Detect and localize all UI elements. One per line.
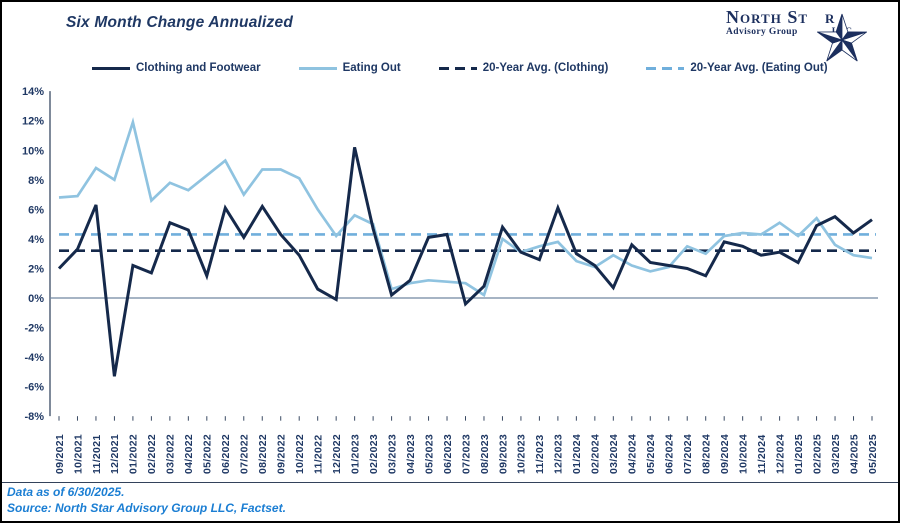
footer-source: Source: North Star Advisory Group LLC, F… (7, 501, 286, 515)
legend-swatch-eating-out (298, 66, 337, 70)
x-tick-label: 07/2024 (682, 434, 694, 474)
x-tick-label: 05/2025 (867, 434, 879, 474)
x-tick-label: 06/2022 (220, 434, 232, 474)
legend-item-avg-eating-out: 20-Year Avg. (Eating Out) (646, 62, 828, 74)
legend-item-avg-clothing: 20-Year Avg. (Clothing) (438, 62, 609, 74)
x-tick-label: 08/2024 (701, 434, 713, 474)
x-tick-label: 10/2023 (516, 434, 528, 474)
x-tick-label: 11/2021 (91, 435, 103, 474)
y-tick-label: 10% (22, 145, 44, 157)
x-tick-label: 03/2024 (608, 434, 620, 474)
chart-footer: Data as of 6/30/2025. Source: North Star… (2, 482, 898, 521)
x-tick-label: 08/2023 (479, 434, 491, 474)
logo-name: North St r (726, 7, 888, 28)
x-tick-label: 12/2023 (553, 434, 565, 474)
x-tick-label: 02/2024 (590, 434, 602, 474)
legend-label-avg-clothing: 20-Year Avg. (Clothing) (482, 62, 609, 74)
y-tick-label: 4% (28, 234, 44, 246)
x-tick-label: 03/2025 (830, 434, 842, 474)
x-tick-label: 04/2023 (405, 434, 417, 474)
y-tick-label: -8% (24, 411, 44, 423)
x-tick-label: 05/2023 (423, 434, 435, 474)
x-tick-label: 10/2021 (72, 434, 84, 474)
x-tick-label: 01/2025 (793, 434, 805, 474)
y-tick-label: 8% (28, 175, 44, 187)
legend-label-avg-eating-out: 20-Year Avg. (Eating Out) (690, 62, 828, 74)
legend-label-clothing: Clothing and Footwear (136, 62, 261, 74)
x-tick-label: 09/2023 (497, 434, 509, 474)
x-tick-label: 12/2024 (774, 434, 786, 474)
x-tick-label: 04/2025 (848, 434, 860, 474)
y-tick-label: 0% (28, 293, 44, 305)
series-line-clothing (57, 146, 873, 377)
x-tick-label: 02/2023 (368, 434, 380, 474)
x-tick-label: 12/2022 (331, 434, 343, 474)
legend-item-eating-out: Eating Out (298, 62, 401, 74)
series-line-eating-out (58, 117, 873, 298)
x-tick-label: 11/2022 (313, 435, 325, 474)
x-tick-label: 06/2023 (442, 434, 454, 474)
x-tick-label: 01/2023 (349, 434, 361, 474)
x-tick-label: 07/2023 (460, 434, 472, 474)
x-tick-label: 10/2022 (294, 434, 306, 474)
legend-label-eating-out: Eating Out (342, 62, 401, 74)
y-tick-label: 6% (28, 204, 44, 216)
y-tick-label: 2% (28, 263, 44, 275)
x-tick-label: 11/2024 (756, 435, 768, 474)
x-tick-label: 06/2024 (664, 434, 676, 474)
x-tick-label: 01/2022 (128, 434, 140, 474)
y-tick-label: -4% (24, 352, 44, 364)
x-tick-label: 08/2022 (257, 434, 269, 474)
legend-swatch-avg-clothing (438, 66, 477, 70)
x-tick-label: 10/2024 (738, 434, 750, 474)
x-tick-label: 09/2021 (54, 434, 66, 474)
chart-title: Six Month Change Annualized (66, 14, 293, 31)
legend-item-clothing: Clothing and Footwear (92, 62, 261, 74)
x-tick-label: 03/2023 (386, 434, 398, 474)
y-tick-label: 14% (22, 86, 44, 98)
x-tick-label: 11/2023 (534, 435, 546, 474)
x-tick-label: 02/2022 (146, 434, 158, 474)
north-star-logo-icon (817, 13, 867, 62)
y-tick-label: -6% (24, 382, 44, 394)
y-tick-label: -2% (24, 323, 44, 335)
x-tick-label: 12/2021 (109, 434, 121, 474)
x-tick-label: 04/2024 (627, 434, 639, 474)
x-tick-label: 01/2024 (571, 434, 583, 474)
legend-swatch-clothing (92, 66, 130, 70)
logo-name-post: r (825, 7, 836, 27)
x-tick-label: 05/2022 (202, 434, 214, 474)
x-tick-label: 09/2022 (276, 434, 288, 474)
x-tick-label: 02/2025 (811, 434, 823, 474)
y-tick-label: 12% (22, 116, 44, 128)
x-tick-label: 05/2024 (645, 434, 657, 474)
logo-subtitle: Advisory Group (726, 27, 798, 37)
x-tick-label: 07/2022 (239, 434, 251, 474)
x-tick-label: 04/2022 (183, 434, 195, 474)
legend-swatch-avg-eating-out (646, 66, 685, 70)
chart-legend: Clothing and Footwear Eating Out 20-Year… (92, 62, 878, 74)
logo-name-pre: North St (726, 7, 809, 27)
x-tick-label: 03/2022 (165, 434, 177, 474)
x-tick-label: 09/2024 (719, 434, 731, 474)
chart-canvas: 14% 12% 10% 8% 6% 4% 2% 0% -2% -4% -6% -8% 09/2021 10… (22, 86, 879, 474)
footer-data-as-of: Data as of 6/30/2025. (7, 485, 125, 499)
